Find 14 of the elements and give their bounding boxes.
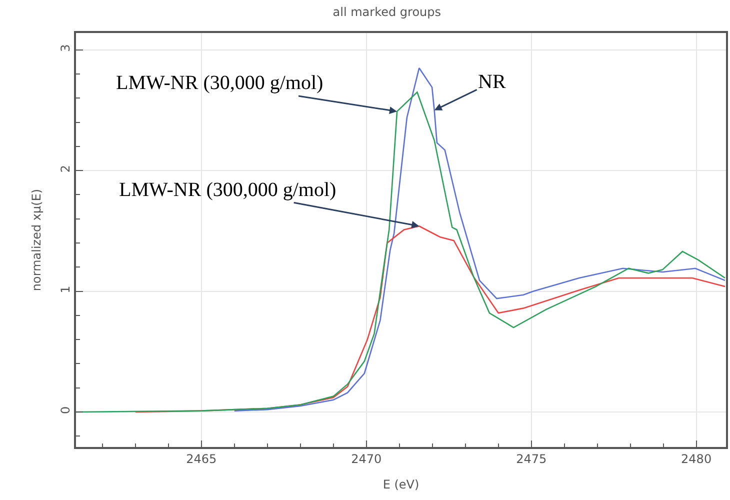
x-tick-label: 2465 <box>186 452 217 466</box>
x-tick-label: 2480 <box>681 452 712 466</box>
x-tick-label: 2475 <box>516 452 547 466</box>
y-tick-label: 3 <box>58 44 72 52</box>
y-tick-label: 2 <box>58 164 72 173</box>
y-tick-label: 0 <box>58 406 72 414</box>
y-tick-label: 1 <box>58 286 72 294</box>
chart-title: all marked groups <box>332 4 442 19</box>
x-tick-label: 2470 <box>351 452 382 466</box>
annotation: LMW-NR (30,000 g/mol) <box>116 72 324 94</box>
annotation: LMW-NR (300,000 g/mol) <box>119 179 336 201</box>
y-axis-title: normalized xμ(E) <box>29 188 44 292</box>
annotation: NR <box>478 71 506 93</box>
x-axis-title: E (eV) <box>382 478 420 492</box>
